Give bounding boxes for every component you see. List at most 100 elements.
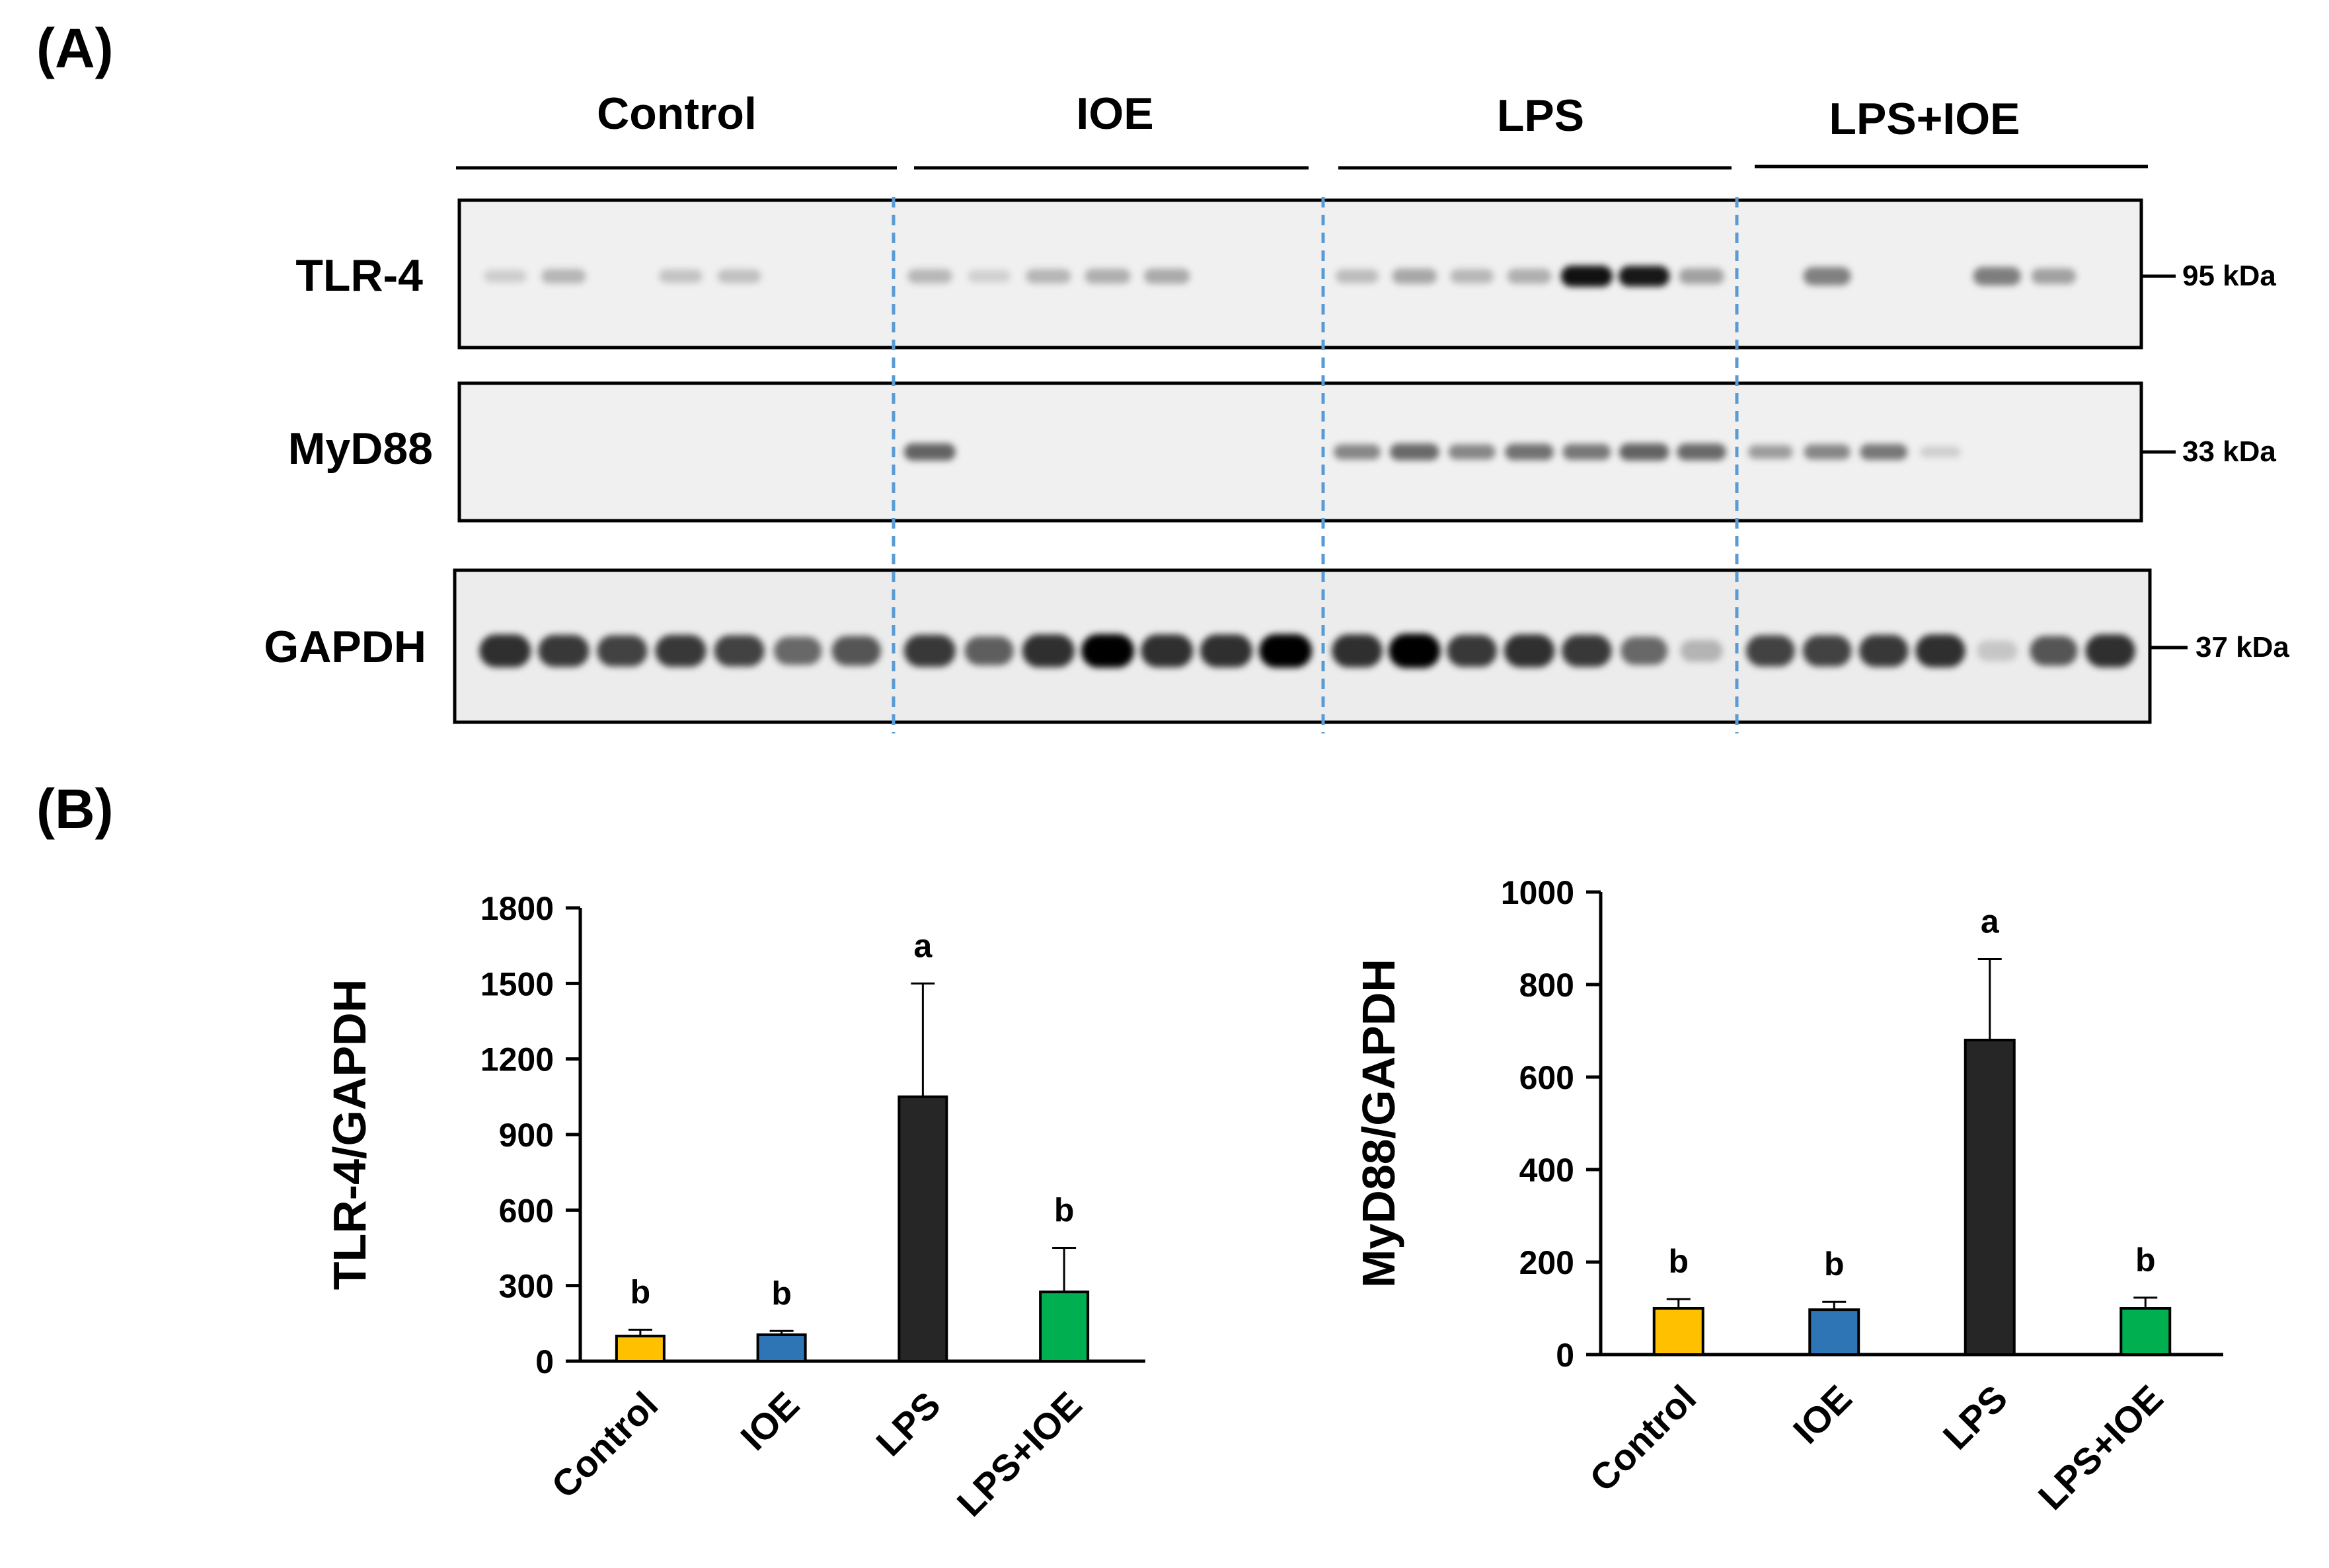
significance-letter: b — [1824, 1246, 1845, 1283]
significance-letter: b — [630, 1273, 651, 1310]
blot-band-gapdh-g4-l5 — [1976, 640, 2018, 661]
blot-name-gapdh: GAPDH — [264, 622, 426, 672]
blot-band-gapdh-g4-l2 — [1802, 635, 1852, 667]
blot-band-gapdh-g3-l6 — [1621, 636, 1668, 665]
y-tick-label: 200 — [1519, 1244, 1574, 1281]
blot-band-tlr-4-g3-l1 — [1335, 269, 1379, 283]
y-tick-label: 300 — [499, 1268, 554, 1305]
bar-control — [615, 1334, 666, 1363]
bands-gapdh — [479, 634, 2135, 668]
blot-band-gapdh-g3-l1 — [1332, 634, 1383, 667]
blot-band-tlr-4-g2-l4 — [1085, 268, 1131, 284]
blot-band-gapdh-g2-l1 — [903, 634, 956, 667]
significance-letter: b — [1054, 1192, 1075, 1229]
blot-band-gapdh-g2-l3 — [1022, 634, 1075, 667]
category-label: LPS — [868, 1384, 948, 1464]
blot-band-tlr-4-g2-l3 — [1026, 269, 1071, 283]
y-tick-label: 1200 — [480, 1041, 554, 1078]
y-tick-label: 900 — [499, 1117, 554, 1154]
blot-band-myd88-g3-l3 — [1448, 444, 1496, 460]
blot-band-gapdh-g2-l7 — [1259, 634, 1313, 668]
blot-band-gapdh-g1-l5 — [714, 635, 765, 667]
bands-tlr4 — [484, 266, 2077, 287]
bands-myd88 — [903, 443, 1961, 461]
blot-strip-tlr4 — [457, 198, 2143, 350]
blot-band-tlr-4-g3-l6 — [1619, 266, 1670, 287]
bar-lps-ioe — [1039, 1290, 1090, 1363]
blot-band-tlr-4-g2-l2 — [968, 270, 1011, 283]
category-label: Control — [543, 1384, 666, 1506]
y-tick-label: 1000 — [1501, 874, 1574, 911]
group-label-ioe: IOE — [1076, 89, 1153, 139]
blot-band-gapdh-g3-l5 — [1562, 634, 1612, 667]
y-tick-label: 800 — [1519, 967, 1574, 1004]
blot-band-gapdh-g4-l6 — [2030, 636, 2078, 666]
blot-band-gapdh-g3-l2 — [1389, 634, 1441, 668]
bar-control — [1652, 1307, 1704, 1356]
blot-band-gapdh-g4-l7 — [2085, 634, 2135, 667]
blot-band-gapdh-g4-l1 — [1746, 635, 1795, 667]
chart-myd88-gapdh: 0 200 400 600 800 1000 MyD88/GAPDH b Control b IOE… — [1353, 874, 2223, 1518]
y-tick-label: 0 — [535, 1343, 554, 1380]
significance-letter: b — [2135, 1242, 2156, 1279]
blot-band-tlr-4-g1-l5 — [717, 269, 761, 283]
blot-band-gapdh-g2-l2 — [964, 636, 1014, 665]
y-tick-label: 400 — [1519, 1152, 1574, 1189]
blot-band-tlr-4-g4-l5 — [1973, 267, 2021, 285]
y-tick-label: 1500 — [480, 965, 554, 1002]
marker-label-tlr4: 95 kDa — [2182, 260, 2276, 292]
bar-ioe — [1808, 1308, 1860, 1356]
group-label-lps-ioe: LPS+IOE — [1829, 94, 2020, 144]
significance-letter: b — [1668, 1243, 1689, 1280]
category-label: LPS — [1935, 1377, 2016, 1458]
bar-lps-ioe — [2119, 1307, 2172, 1356]
blot-band-gapdh-g3-l3 — [1447, 634, 1497, 667]
category-label: IOE — [732, 1384, 807, 1458]
blot-band-gapdh-g1-l3 — [597, 635, 648, 667]
group-label-lps: LPS — [1497, 91, 1584, 141]
blot-band-gapdh-g1-l2 — [538, 634, 590, 667]
blot-band-myd88-g3-l4 — [1505, 443, 1554, 461]
y-tick-label: 600 — [1519, 1059, 1574, 1096]
blot-name-myd88: MyD88 — [288, 424, 433, 474]
blot-band-myd88-g4-l3 — [1860, 443, 1908, 461]
blot-band-tlr-4-g3-l5 — [1560, 266, 1613, 287]
blot-band-gapdh-g4-l4 — [1915, 634, 1966, 667]
blot-band-tlr-4-g2-l1 — [907, 269, 952, 283]
panel-a-label: (A) — [36, 17, 114, 79]
blot-band-gapdh-g1-l6 — [773, 636, 822, 665]
blot-band-myd88-g4-l2 — [1804, 444, 1851, 460]
blot-band-tlr-4-g4-l6 — [2031, 268, 2077, 285]
blot-band-gapdh-g1-l1 — [479, 634, 531, 667]
blot-band-myd88-g3-l5 — [1562, 443, 1611, 461]
blot-band-tlr-4-g1-l4 — [659, 269, 703, 283]
blot-band-gapdh-g1-l7 — [831, 636, 881, 666]
blot-band-myd88-g3-l6 — [1619, 443, 1669, 461]
panel-b-label: (B) — [36, 778, 114, 840]
blot-name-tlr4: TLR-4 — [295, 250, 423, 301]
blot-band-myd88-g4-l1 — [1748, 445, 1793, 459]
group-label-control: Control — [597, 89, 757, 139]
blot-band-tlr-4-g4-l2 — [1803, 267, 1851, 285]
chart-tlr4-gapdh: 0 300 600 900 1200 1500 1800 TLR-4/GAPDH b Contro… — [324, 890, 1145, 1524]
blot-band-myd88-g4-l4 — [1920, 446, 1961, 458]
blot-band-gapdh-g4-l3 — [1859, 634, 1909, 667]
blot-band-myd88-g2-l1 — [903, 443, 956, 461]
blot-band-gapdh-g2-l4 — [1081, 634, 1134, 668]
blot-band-tlr-4-g2-l5 — [1143, 268, 1190, 284]
bar-ioe — [756, 1333, 807, 1363]
marker-label-gapdh: 37 kDa — [2195, 631, 2289, 663]
bar-lps — [1964, 1039, 2016, 1356]
category-label: LPS+IOE — [949, 1384, 1090, 1524]
blot-band-tlr-4-g1-l1 — [484, 270, 527, 283]
significance-letter: a — [913, 927, 933, 964]
category-label: Control — [1582, 1377, 1704, 1499]
blot-band-gapdh-g3-l7 — [1680, 640, 1723, 662]
blot-band-myd88-g3-l1 — [1333, 444, 1381, 460]
category-label: IOE — [1785, 1377, 1860, 1452]
blot-band-myd88-g3-l2 — [1389, 443, 1439, 461]
blot-band-gapdh-g2-l6 — [1200, 634, 1252, 667]
significance-letter: b — [771, 1275, 792, 1312]
blot-band-gapdh-g1-l4 — [655, 634, 706, 667]
